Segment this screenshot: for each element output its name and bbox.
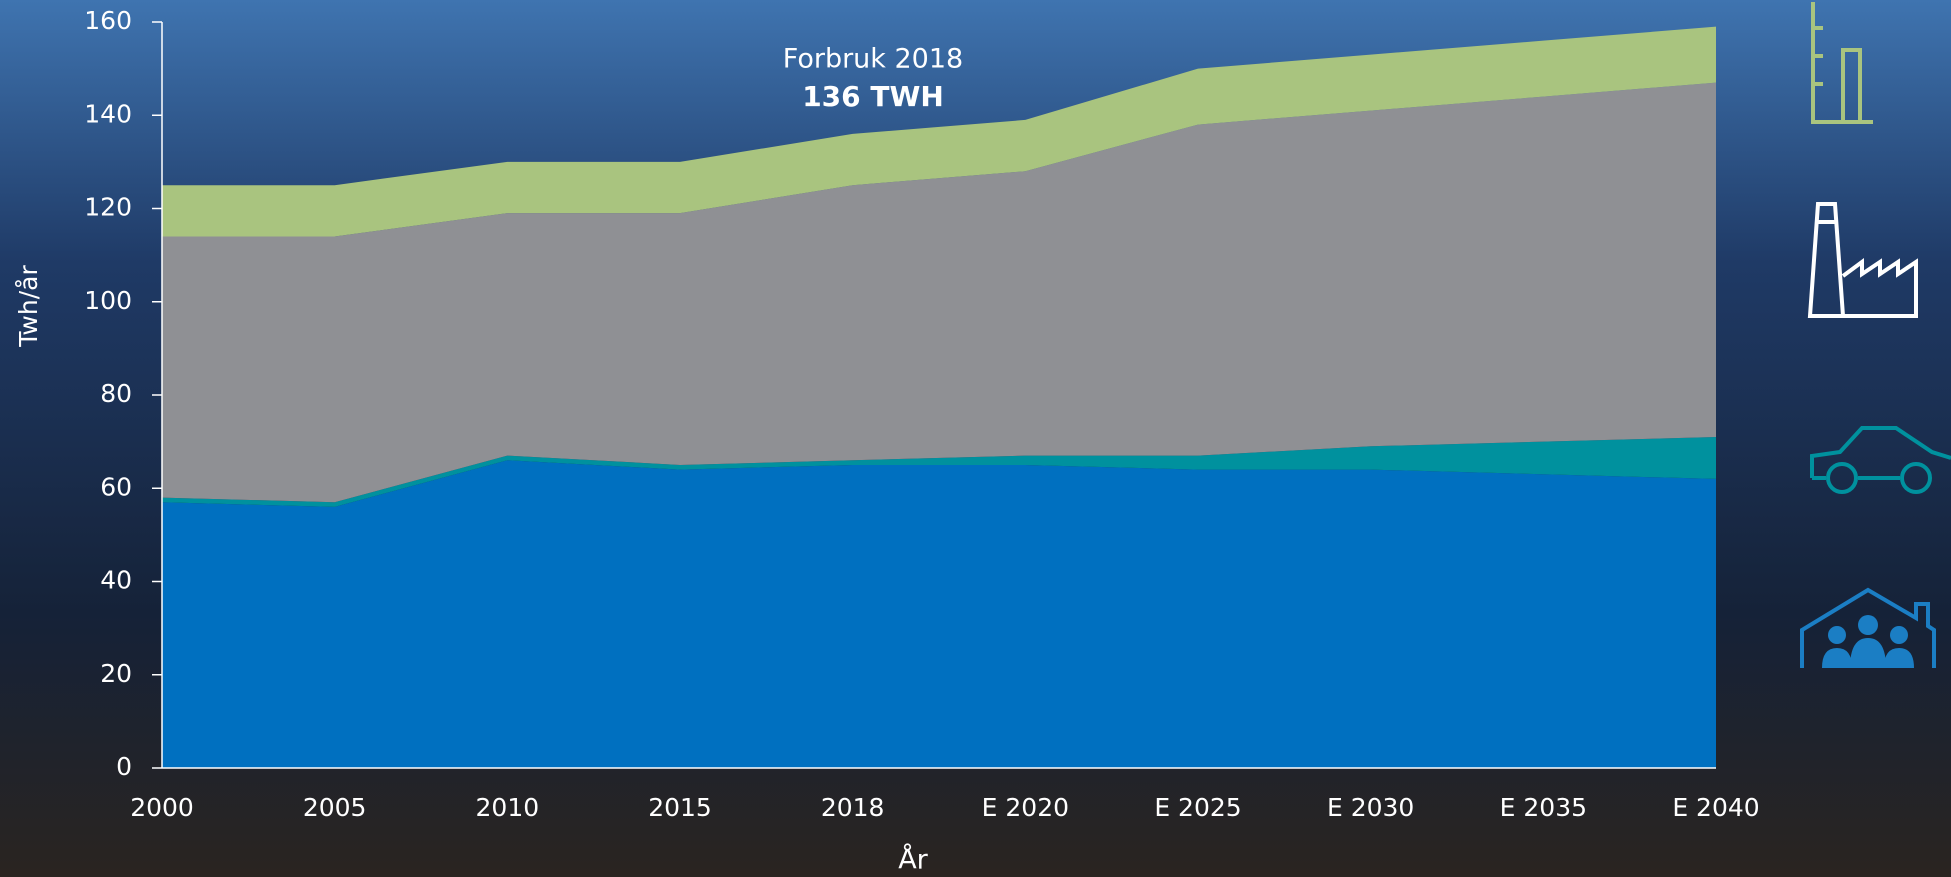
y-tick-label: 20 bbox=[100, 659, 132, 688]
area bbox=[162, 460, 1716, 768]
x-tick-label: E 2030 bbox=[1327, 793, 1414, 822]
annotation: 136 TWH bbox=[802, 80, 944, 113]
annotation: Forbruk 2018 bbox=[783, 44, 963, 75]
x-tick-label: E 2025 bbox=[1154, 793, 1241, 822]
page: {"chart_data": {"type": "stacked-area", … bbox=[0, 0, 1951, 877]
y-axis-label: Twh/år bbox=[14, 265, 43, 348]
x-axis-label: År bbox=[898, 844, 928, 876]
y-tick-label: 0 bbox=[116, 752, 132, 781]
x-tick-label: 2005 bbox=[303, 793, 367, 822]
y-tick-label: 80 bbox=[100, 379, 132, 408]
y-tick-label: 160 bbox=[84, 6, 132, 35]
x-tick-label: 2010 bbox=[476, 793, 540, 822]
x-tick-label: E 2035 bbox=[1500, 793, 1587, 822]
x-tick-label: 2015 bbox=[648, 793, 712, 822]
x-tick-label: E 2040 bbox=[1672, 793, 1759, 822]
x-tick-label: 2000 bbox=[130, 793, 194, 822]
chart: 0 20 40 60 80 100 120 140 160 2000 2005 2010 2015 201… bbox=[0, 0, 1951, 877]
y-tick-label: 60 bbox=[100, 472, 132, 501]
y-tick-label: 120 bbox=[84, 193, 132, 222]
y-tick-label: 140 bbox=[84, 99, 132, 128]
x-tick-label: E 2020 bbox=[982, 793, 1069, 822]
x-tick-label: 2018 bbox=[821, 793, 885, 822]
y-tick-label: 100 bbox=[84, 286, 132, 315]
y-tick-label: 40 bbox=[100, 566, 132, 595]
